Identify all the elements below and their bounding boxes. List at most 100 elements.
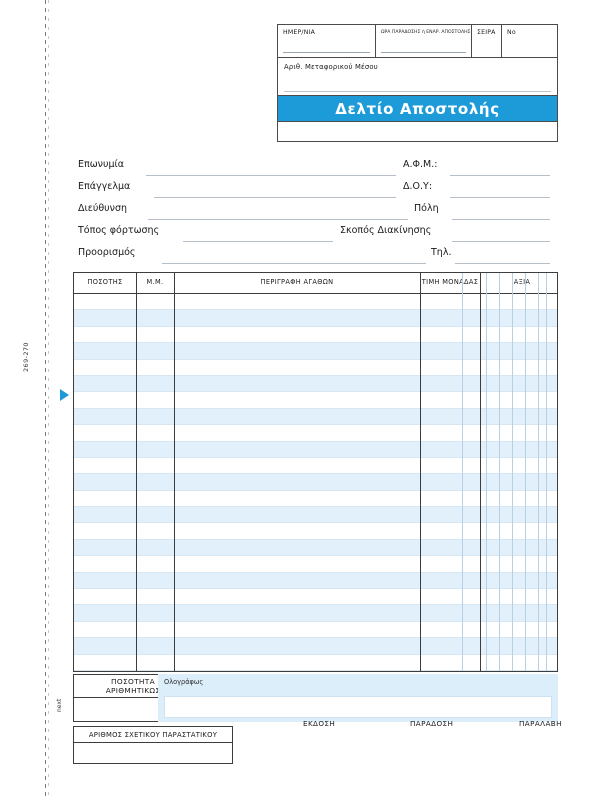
field-line-eponymia[interactable]	[146, 175, 396, 176]
signature-label-issue: ΕΚΔΟΣΗ	[303, 719, 336, 728]
field-label-eponymia: Επωνυμία	[78, 159, 125, 170]
field-line-doy[interactable]	[450, 197, 550, 198]
quantity-numeric-label-line1: ΠΟΣΟΤΗΤΑ	[111, 677, 155, 686]
delivery-time-write-line	[381, 52, 466, 53]
field-label-topos-fortosis: Τόπος φόρτωσης	[78, 225, 160, 236]
field-label-poli: Πόλη	[414, 203, 439, 214]
column-header-quantity: ΠΟΣΟΤΗΣ	[87, 278, 123, 287]
field-row-loading-place: Τόπος φόρτωσης Σκοπός Διακίνησης	[78, 224, 550, 246]
field-label-epaggelma: Επάγγελμα	[78, 181, 131, 192]
series-cell[interactable]: ΣΕΙΡΑ	[471, 25, 501, 57]
field-label-doy: Δ.Ο.Υ:	[403, 181, 433, 192]
goods-table-row[interactable]	[74, 343, 557, 360]
value-digit-rule-6	[546, 273, 547, 671]
document-title: Δελτίο Αποστολής	[335, 99, 500, 118]
field-label-proorismos: Προορισμός	[78, 247, 136, 258]
related-document-box: ΑΡΙΘΜΟΣ ΣΧΕΤΙΚΟΥ ΠΑΡΑΣΤΑΤΙΚΟΥ	[73, 726, 233, 764]
field-label-skopos-diakinisis: Σκοπός Διακίνησης	[340, 225, 432, 236]
value-digit-rule-4	[525, 273, 526, 671]
party-fields: Επωνυμία Α.Φ.Μ.: Επάγγελμα Δ.Ο.Υ: Διεύθυ…	[78, 158, 550, 268]
goods-table-row[interactable]	[74, 638, 557, 655]
field-label-afm: Α.Φ.Μ.:	[403, 159, 438, 170]
perforation-line-secondary	[48, 0, 49, 800]
side-product-code: 269-270	[22, 342, 30, 372]
signature-label-receipt: ΠΑΡΑΛΑΒΗ	[519, 719, 562, 728]
goods-table-row[interactable]	[74, 375, 557, 393]
field-line-dieuthinsi[interactable]	[148, 219, 408, 220]
field-line-poli[interactable]	[452, 219, 550, 220]
date-write-line	[283, 52, 370, 53]
goods-table: ΠΟΣΟΤΗΣ Μ.Μ. ΠΕΡΙΓΡΑΦΗ ΑΓΑΘΩΝ ΤΙΜΗ ΜΟΝΑΔ…	[73, 272, 558, 672]
related-document-input[interactable]	[74, 743, 232, 763]
field-row-profession: Επάγγελμα Δ.Ο.Υ:	[78, 180, 550, 202]
goods-table-row[interactable]	[74, 589, 557, 606]
quantity-words-label: Ολογράφως	[164, 678, 204, 686]
goods-table-row[interactable]	[74, 474, 557, 491]
field-line-proorismos[interactable]	[162, 263, 426, 264]
side-next-marker: next	[56, 698, 63, 712]
quantity-words-panel: Ολογράφως	[158, 674, 558, 722]
goods-table-row[interactable]	[74, 622, 557, 639]
field-line-epaggelma[interactable]	[154, 197, 396, 198]
number-cell[interactable]: No	[501, 25, 557, 57]
goods-table-row[interactable]	[74, 425, 557, 442]
header-top-row: ΗΜΕΡ/ΝΙΑ ΩΡΑ ΠΑΡΑΔΟΣΗΣ ή ΕΝΑΡ. ΑΠΟΣΤΟΛΗΣ…	[278, 25, 557, 58]
delivery-time-cell[interactable]: ΩΡΑ ΠΑΡΑΔΟΣΗΣ ή ΕΝΑΡ. ΑΠΟΣΤΟΛΗΣ	[375, 25, 471, 57]
quantity-words-input[interactable]	[164, 696, 552, 718]
goods-table-row[interactable]	[74, 539, 557, 557]
number-label: No	[507, 29, 516, 36]
series-label: ΣΕΙΡΑ	[477, 29, 496, 36]
delivery-time-label: ΩΡΑ ΠΑΡΑΔΟΣΗΣ ή ΕΝΑΡ. ΑΠΟΣΤΟΛΗΣ	[381, 30, 471, 35]
value-digit-rule-2	[499, 273, 500, 671]
value-digit-rule-5	[538, 273, 539, 671]
related-document-label: ΑΡΙΘΜΟΣ ΣΧΕΤΙΚΟΥ ΠΑΡΑΣΤΑΤΙΚΟΥ	[74, 727, 232, 743]
header-blank-row[interactable]	[278, 122, 557, 143]
goods-table-row[interactable]	[74, 392, 557, 409]
field-line-til[interactable]	[455, 263, 550, 264]
column-rule-unit	[174, 273, 175, 671]
field-row-address: Διεύθυνση Πόλη	[78, 202, 550, 224]
goods-table-row[interactable]	[74, 655, 557, 671]
goods-table-body[interactable]	[74, 294, 557, 671]
column-rule-description	[420, 273, 421, 671]
field-line-skopos-diakinisis[interactable]	[452, 241, 550, 242]
goods-table-row[interactable]	[74, 556, 557, 573]
column-header-unit: Μ.Μ.	[146, 278, 164, 287]
goods-table-row[interactable]	[74, 327, 557, 344]
transport-vehicle-cell[interactable]: Αριθ. Μεταφορικού Μέσου	[278, 58, 557, 96]
header-block: ΗΜΕΡ/ΝΙΑ ΩΡΑ ΠΑΡΑΔΟΣΗΣ ή ΕΝΑΡ. ΑΠΟΣΤΟΛΗΣ…	[277, 24, 558, 142]
date-cell[interactable]: ΗΜΕΡ/ΝΙΑ	[278, 25, 375, 57]
goods-table-row[interactable]	[74, 408, 557, 426]
date-label: ΗΜΕΡ/ΝΙΑ	[283, 29, 316, 36]
column-header-description: ΠΕΡΙΓΡΑΦΗ ΑΓΑΘΩΝ	[260, 278, 334, 287]
goods-table-row[interactable]	[74, 294, 557, 311]
signature-label-delivery: ΠΑΡΑΔΟΣΗ	[410, 719, 454, 728]
goods-table-row[interactable]	[74, 523, 557, 540]
goods-table-row[interactable]	[74, 572, 557, 590]
value-digit-rule-1	[486, 273, 487, 671]
goods-table-row[interactable]	[74, 441, 557, 458]
quantity-numeric-label: ΠΟΣΟΤΗΤΑ ΑΡΙΘΜΗΤΙΚΩΣ	[74, 675, 192, 698]
goods-table-row[interactable]	[74, 507, 557, 524]
goods-table-row[interactable]	[74, 605, 557, 622]
transport-vehicle-write-line	[284, 91, 551, 92]
field-row-destination: Προορισμός Τηλ.	[78, 246, 550, 268]
value-digit-rule-3	[512, 273, 513, 671]
column-rule-quantity	[136, 273, 137, 671]
play-triangle-icon	[60, 389, 69, 401]
column-header-value: ΑΞΙΑ	[513, 278, 531, 287]
goods-table-row[interactable]	[74, 310, 557, 327]
field-line-topos-fortosis[interactable]	[183, 241, 333, 242]
field-label-til: Τηλ.	[431, 247, 452, 258]
field-line-afm[interactable]	[450, 175, 550, 176]
goods-table-header: ΠΟΣΟΤΗΣ Μ.Μ. ΠΕΡΙΓΡΑΦΗ ΑΓΑΘΩΝ ΤΙΜΗ ΜΟΝΑΔ…	[74, 273, 557, 294]
field-label-dieuthinsi: Διεύθυνση	[78, 203, 128, 214]
perforation-line	[45, 0, 46, 800]
document-title-bar: Δελτίο Αποστολής	[278, 96, 557, 122]
goods-table-row[interactable]	[74, 360, 557, 376]
goods-table-row[interactable]	[74, 491, 557, 508]
goods-table-row[interactable]	[74, 458, 557, 475]
transport-vehicle-label: Αριθ. Μεταφορικού Μέσου	[284, 63, 378, 71]
column-header-unit-price: ΤΙΜΗ ΜΟΝΑΔΑΣ	[421, 278, 479, 287]
